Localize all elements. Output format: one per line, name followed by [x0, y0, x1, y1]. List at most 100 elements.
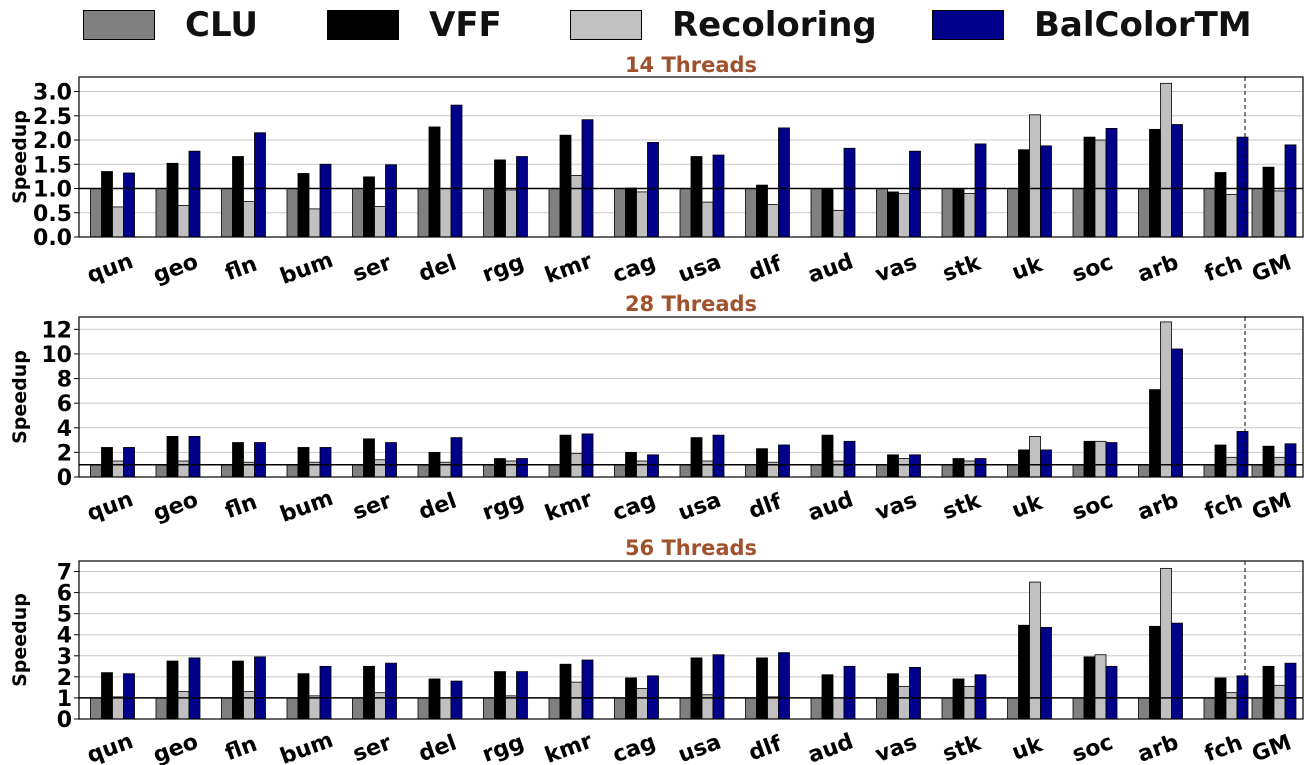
x-tick-label: cag — [609, 488, 659, 526]
bar-bum-vff — [297, 673, 310, 720]
bar-stk-recoloring — [963, 192, 976, 238]
bar-rgg-vff — [494, 671, 506, 720]
bar-bum-vff — [297, 173, 310, 238]
x-tick-label: geo — [150, 249, 202, 288]
x-tick-label: dlf — [746, 731, 786, 765]
bar-fln-balcolortm — [254, 656, 266, 720]
bar-bum-balcolortm — [319, 163, 332, 238]
legend-label-balcolortm: BalColorTM — [1034, 5, 1252, 45]
x-tick-label: GM — [1249, 488, 1295, 525]
bar-fln-clu — [221, 188, 233, 238]
bar-soc-clu — [1072, 188, 1085, 238]
bar-rgg-recoloring — [505, 189, 517, 238]
bar-bum-recoloring — [308, 695, 321, 720]
bar-uk-recoloring — [1029, 435, 1041, 478]
bar-fch-vff — [1214, 172, 1227, 238]
x-tick-label: aud — [805, 487, 857, 526]
bar-geo-recoloring — [177, 691, 190, 720]
bar-aud-recoloring — [832, 460, 845, 478]
bar-arb-clu — [1138, 697, 1150, 720]
bar-uk-balcolortm — [1040, 449, 1052, 478]
x-tick-label: cag — [609, 250, 659, 288]
x-tick-label: stk — [940, 250, 986, 287]
bar-stk-clu — [941, 188, 954, 238]
bar-soc-balcolortm — [1105, 442, 1118, 478]
bar-cag-balcolortm — [647, 142, 659, 238]
x-tick-label: uk — [1009, 251, 1047, 285]
bar-vas-vff — [887, 454, 899, 478]
x-tick-label: ser — [350, 250, 395, 287]
x-tick-label: usa — [675, 730, 725, 765]
bar-usa-recoloring — [701, 460, 714, 478]
bar-gm-clu — [1251, 464, 1264, 478]
bar-ser-recoloring — [374, 206, 386, 238]
bar-gm-balcolortm — [1284, 443, 1297, 478]
y-tick-label: 4 — [57, 417, 72, 442]
bar-soc-balcolortm — [1105, 127, 1118, 238]
bar-qun-vff — [101, 672, 113, 720]
bar-usa-vff — [690, 156, 703, 238]
bar-del-clu — [417, 464, 430, 478]
bar-aud-balcolortm — [843, 440, 856, 478]
bar-vas-recoloring — [898, 685, 910, 720]
bar-fch-balcolortm — [1236, 431, 1249, 478]
bar-cag-clu — [614, 697, 626, 720]
bar-rgg-recoloring — [505, 460, 517, 478]
bar-vas-clu — [876, 464, 888, 478]
legend-label-vff: VFF — [429, 5, 502, 45]
bar-usa-balcolortm — [712, 434, 725, 478]
bar-arb-balcolortm — [1171, 124, 1183, 238]
bar-arb-recoloring — [1160, 321, 1172, 478]
bar-geo-recoloring — [177, 205, 190, 238]
bar-vas-recoloring — [898, 458, 910, 478]
bar-soc-clu — [1072, 697, 1085, 720]
bar-aud-vff — [821, 434, 834, 478]
bar-del-balcolortm — [450, 104, 463, 238]
bar-ser-clu — [352, 697, 364, 720]
bar-arb-clu — [1138, 188, 1150, 238]
bar-usa-recoloring — [701, 201, 714, 238]
plot-frame — [78, 316, 1304, 478]
bar-uk-recoloring — [1029, 114, 1041, 238]
y-tick-label: 7 — [57, 561, 72, 586]
bar-usa-balcolortm — [712, 154, 725, 238]
x-tick-label: kmr — [542, 249, 596, 289]
bar-kmr-vff — [559, 434, 572, 478]
bar-dlf-balcolortm — [778, 444, 790, 478]
bar-geo-vff — [166, 435, 179, 478]
bar-cag-recoloring — [636, 688, 648, 720]
bar-rgg-recoloring — [505, 695, 517, 720]
bar-ser-clu — [352, 464, 364, 478]
bar-uk-vff — [1018, 624, 1030, 720]
bar-arb-vff — [1149, 625, 1161, 720]
bar-ser-vff — [363, 665, 375, 720]
bar-kmr-recoloring — [570, 175, 583, 238]
bar-arb-vff — [1149, 128, 1161, 238]
bar-usa-vff — [690, 657, 703, 720]
x-tick-label: aud — [805, 729, 857, 765]
bar-soc-recoloring — [1094, 440, 1107, 478]
bar-qun-recoloring — [112, 460, 124, 478]
x-tick-label: fln — [222, 732, 261, 765]
x-tick-label: soc — [1069, 488, 1116, 526]
bar-uk-balcolortm — [1040, 626, 1052, 720]
x-tick-label: stk — [940, 730, 986, 765]
y-tick-label: 2.5 — [33, 105, 72, 130]
y-tick-label: 6 — [57, 582, 72, 607]
bar-aud-vff — [821, 674, 834, 720]
x-tick-label: arb — [1135, 250, 1183, 288]
bar-aud-recoloring — [832, 697, 845, 720]
bar-del-vff — [428, 126, 441, 238]
y-tick-label: 12 — [41, 318, 72, 343]
bar-soc-balcolortm — [1105, 665, 1118, 720]
bar-qun-vff — [101, 447, 113, 478]
bar-usa-clu — [679, 188, 692, 238]
x-tick-label: del — [416, 731, 460, 765]
bar-usa-balcolortm — [712, 654, 725, 720]
bar-arb-balcolortm — [1171, 348, 1183, 478]
bar-geo-vff — [166, 660, 179, 720]
x-tick-label: aud — [805, 249, 857, 288]
bar-qun-balcolortm — [123, 673, 135, 720]
bar-fln-vff — [232, 156, 244, 238]
bar-vas-balcolortm — [909, 454, 921, 478]
